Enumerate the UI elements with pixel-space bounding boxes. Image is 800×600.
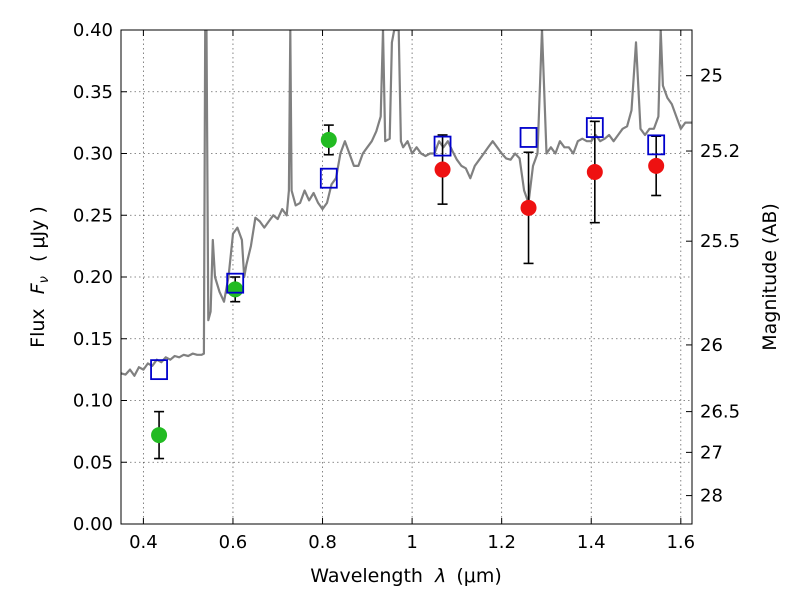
y-tick-label: 0.40 xyxy=(73,20,113,41)
y-tick-label: 0.00 xyxy=(73,514,113,535)
y-tick-label: 0.35 xyxy=(73,82,113,103)
y-axis-unit: ( μJy ) xyxy=(27,206,49,262)
axis-ticks: 0.4 0.6 0.8 1 1.2 1.4 1.6 0.00 0.05 0.10 0.15 0.20 0… xyxy=(73,20,740,553)
photometry-point xyxy=(648,157,665,174)
x-axis-unit: (μm) xyxy=(456,565,501,587)
y2-tick-label: 25.2 xyxy=(700,141,740,162)
y2-tick-label: 28 xyxy=(700,486,723,507)
y2-tick-label: 25 xyxy=(700,66,723,87)
x-tick-label: 1.2 xyxy=(487,532,516,553)
model-band-square xyxy=(647,134,666,156)
photometry-point xyxy=(434,161,451,178)
x-tick-label: 0.4 xyxy=(129,532,158,553)
y-axis-title: Flux Fν ( μJy ) xyxy=(27,206,53,348)
x-tick-label: 1.6 xyxy=(666,532,695,553)
model-spectrum-line xyxy=(121,30,692,377)
x-tick-label: 0.8 xyxy=(308,532,337,553)
model-band-square xyxy=(226,272,245,294)
photometry-point xyxy=(520,199,537,216)
photometry-point xyxy=(586,164,603,181)
plot-frame xyxy=(120,29,693,525)
photometry-point xyxy=(320,131,337,148)
y-axis-symbol: F xyxy=(27,282,49,294)
y-tick-label: 0.15 xyxy=(73,329,113,350)
model-band-square xyxy=(319,167,338,189)
photometry-point xyxy=(227,281,244,298)
plot-area xyxy=(121,30,692,460)
model-band-square xyxy=(585,117,604,138)
model-band-square xyxy=(433,135,452,157)
y-tick-label: 0.30 xyxy=(73,144,113,165)
y2-tick-label: 25.5 xyxy=(700,231,740,252)
y-axis-subscript: ν xyxy=(37,276,52,283)
y2-tick-label: 26 xyxy=(700,335,723,356)
x-tick-label: 0.6 xyxy=(219,532,248,553)
model-band-square xyxy=(519,127,538,148)
y-tick-label: 0.25 xyxy=(73,205,113,226)
y2-axis-title: Magnitude (AB) xyxy=(759,203,781,351)
y2-tick-label: 26.5 xyxy=(700,402,740,423)
x-axis-label: Wavelength xyxy=(310,565,423,587)
y2-tick-label: 27 xyxy=(700,442,723,463)
x-axis-title: Wavelength λ (μm) xyxy=(310,565,501,587)
model-band-square xyxy=(150,359,168,381)
x-axis-symbol: λ xyxy=(434,565,446,587)
y-axis-label: Flux xyxy=(27,308,49,348)
y-tick-label: 0.10 xyxy=(73,391,113,412)
x-tick-label: 1.4 xyxy=(577,532,606,553)
photometry-point xyxy=(151,427,168,444)
x-tick-label: 1 xyxy=(406,532,417,553)
y-tick-label: 0.20 xyxy=(73,267,113,288)
y-tick-label: 0.05 xyxy=(73,452,113,473)
